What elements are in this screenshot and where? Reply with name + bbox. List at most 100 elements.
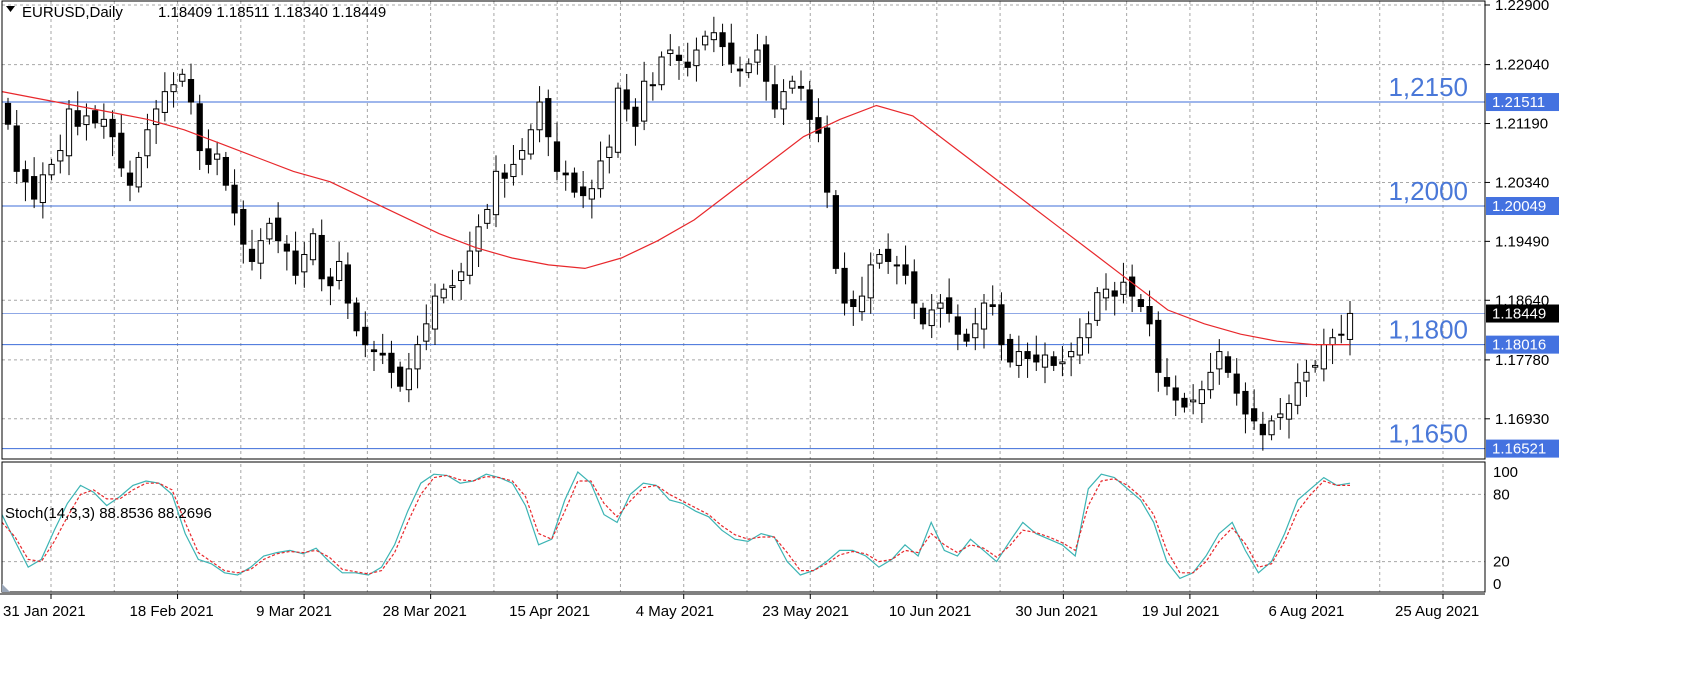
bull-candle bbox=[789, 80, 796, 89]
bear-candle bbox=[240, 208, 247, 245]
y-tick-label: 1.21190 bbox=[1495, 116, 1548, 133]
symbol-dropdown-icon[interactable] bbox=[6, 6, 15, 12]
bull-candle bbox=[336, 260, 343, 282]
bull-candle bbox=[614, 87, 622, 153]
stoch-tick-label: 0 bbox=[1493, 576, 1501, 593]
bull-candle bbox=[1346, 312, 1354, 340]
symbol-label: EURUSD,Daily bbox=[22, 4, 123, 21]
stoch-panel-frame bbox=[1, 461, 1486, 593]
bull-candle bbox=[536, 101, 543, 131]
bear-candle bbox=[998, 304, 1005, 346]
bear-candle bbox=[1251, 408, 1258, 422]
x-tick-label: 4 May 2021 bbox=[636, 603, 714, 620]
bear-candle bbox=[231, 184, 238, 214]
bull-candle bbox=[266, 222, 273, 240]
bull-candle bbox=[1015, 351, 1022, 366]
bull-candle bbox=[1041, 354, 1049, 368]
bear-candle bbox=[13, 125, 20, 172]
bull-candle bbox=[588, 188, 595, 200]
bear-candle bbox=[946, 297, 953, 314]
bull-candle bbox=[65, 108, 73, 157]
bull-candle bbox=[510, 163, 517, 178]
bear-candle bbox=[109, 118, 116, 138]
bull-candle bbox=[449, 285, 456, 288]
bear-candle bbox=[327, 276, 334, 287]
bear-candle bbox=[248, 248, 256, 262]
bear-candle bbox=[832, 195, 839, 269]
bull-candle bbox=[100, 118, 107, 127]
stoch-tick-label: 100 bbox=[1493, 464, 1518, 481]
bull-candle bbox=[972, 323, 979, 339]
bull-candle bbox=[475, 226, 482, 252]
bear-candle bbox=[118, 132, 125, 169]
bear-candle bbox=[885, 248, 892, 262]
bull-candle bbox=[710, 32, 717, 41]
moving-average bbox=[1, 91, 1350, 346]
bull-candle bbox=[431, 295, 439, 330]
price-panel-frame bbox=[1, 0, 1486, 460]
level-label: 1,2000 bbox=[1388, 176, 1468, 206]
bull-candle bbox=[1285, 403, 1293, 420]
y-tick-label: 1.17780 bbox=[1495, 352, 1549, 369]
bear-candle bbox=[1007, 338, 1014, 363]
level-price-tag bbox=[1486, 197, 1559, 216]
bull-candle bbox=[1268, 420, 1275, 436]
bull-candle bbox=[1094, 292, 1101, 321]
bear-candle bbox=[1129, 276, 1136, 297]
bear-candle bbox=[1033, 354, 1040, 363]
bull-candle bbox=[484, 208, 491, 224]
bull-candle bbox=[423, 323, 430, 342]
level-label: 1,1650 bbox=[1388, 419, 1468, 449]
x-tick-label: 15 Apr 2021 bbox=[509, 603, 590, 620]
bear-candle bbox=[318, 234, 325, 280]
stoch-main-line bbox=[1, 471, 1351, 580]
bear-candle bbox=[292, 250, 299, 276]
x-tick-label: 28 Mar 2021 bbox=[383, 603, 467, 620]
bear-candle bbox=[562, 172, 569, 176]
y-tick-label: 1.22040 bbox=[1495, 57, 1549, 74]
level-price-tag-text: 1.21511 bbox=[1492, 94, 1545, 111]
bull-candle bbox=[414, 344, 421, 370]
bear-candle bbox=[370, 349, 378, 353]
bull-candle bbox=[440, 288, 447, 299]
bull-candle bbox=[1207, 371, 1214, 391]
bear-candle bbox=[571, 172, 578, 193]
bear-candle bbox=[806, 89, 813, 120]
bull-candle bbox=[309, 233, 317, 261]
bull-candle bbox=[606, 146, 613, 158]
level-price-tag-text: 1.18016 bbox=[1492, 337, 1546, 354]
panel-corner-icon bbox=[2, 584, 10, 592]
bear-candle bbox=[736, 68, 744, 72]
bull-candle bbox=[170, 84, 177, 93]
bear-candle bbox=[1146, 306, 1153, 325]
bull-candle bbox=[527, 129, 534, 155]
bull-candle bbox=[214, 153, 221, 160]
bull-candle bbox=[48, 163, 55, 176]
bull-candle bbox=[1076, 337, 1083, 356]
bear-candle bbox=[187, 79, 195, 103]
horizontal-levels: 1,2150 1,2000 1,1800 1,1650 bbox=[2, 72, 1485, 450]
level-label: 1,2150 bbox=[1388, 72, 1468, 102]
y-tick-label: 1.22900 bbox=[1495, 0, 1549, 14]
bear-candle bbox=[675, 54, 683, 61]
y-tick-label: 1.20340 bbox=[1495, 174, 1549, 191]
bear-candle bbox=[362, 326, 369, 346]
bear-candle bbox=[989, 304, 996, 308]
bear-candle bbox=[824, 127, 831, 193]
bull-candle bbox=[1085, 323, 1092, 339]
stochastic-oscillator bbox=[1, 471, 1351, 580]
level-price-tag bbox=[1486, 335, 1559, 354]
bear-candle bbox=[1137, 299, 1144, 308]
bear-candle bbox=[797, 85, 805, 89]
bull-candle bbox=[1120, 281, 1127, 295]
bear-candle bbox=[126, 172, 134, 186]
current-price-tag-text: 1.18449 bbox=[1492, 306, 1546, 323]
bull-candle bbox=[1102, 288, 1110, 299]
candles bbox=[4, 16, 1354, 451]
bear-candle bbox=[379, 352, 386, 356]
bear-candle bbox=[1155, 319, 1162, 373]
bull-candle bbox=[301, 254, 308, 273]
bear-candle bbox=[388, 352, 395, 373]
chart-labels: EURUSD,Daily 1.18409 1.18511 1.18340 1.1… bbox=[5, 4, 386, 522]
